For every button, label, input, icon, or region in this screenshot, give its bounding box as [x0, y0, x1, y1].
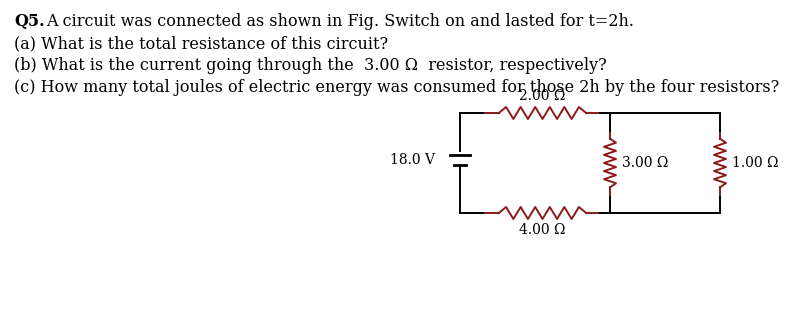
Text: 2.00 Ω: 2.00 Ω	[519, 89, 566, 103]
Text: 3.00 Ω: 3.00 Ω	[622, 156, 668, 170]
Text: (a) What is the total resistance of this circuit?: (a) What is the total resistance of this…	[14, 35, 388, 52]
Text: 18.0 V: 18.0 V	[390, 153, 435, 167]
Text: 4.00 Ω: 4.00 Ω	[519, 223, 566, 237]
Text: 1.00 Ω: 1.00 Ω	[732, 156, 778, 170]
Text: A circuit was connected as shown in Fig. Switch on and lasted for t=2h.: A circuit was connected as shown in Fig.…	[46, 13, 634, 30]
Text: (b) What is the current going through the  3.00 Ω  resistor, respectively?: (b) What is the current going through th…	[14, 57, 606, 74]
Text: (c) How many total joules of electric energy was consumed for those 2h by the fo: (c) How many total joules of electric en…	[14, 79, 779, 96]
Text: Q5.: Q5.	[14, 13, 45, 30]
